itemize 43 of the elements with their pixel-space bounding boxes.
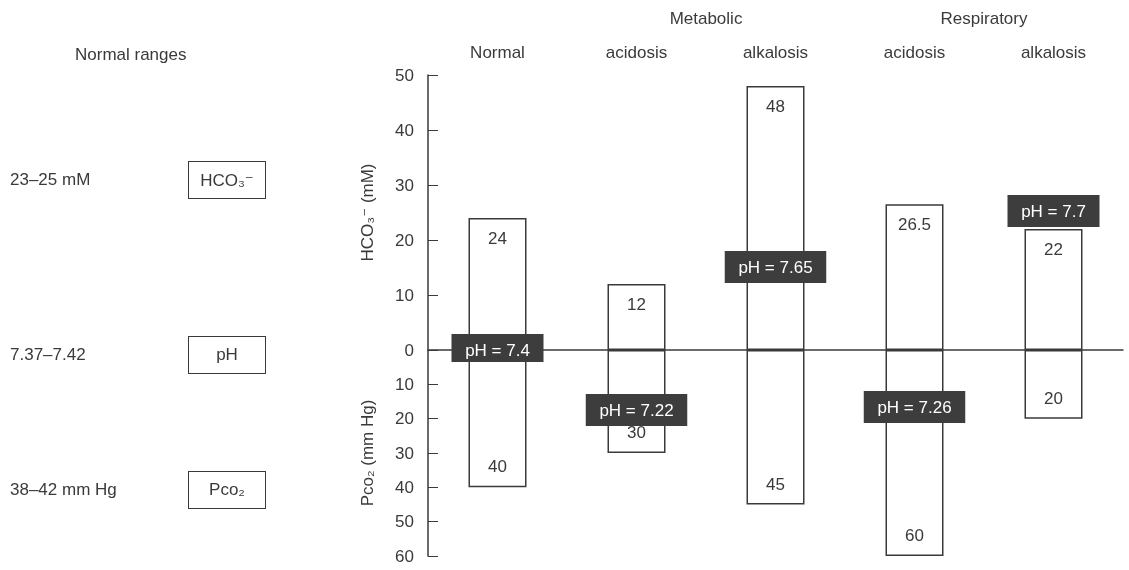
x-tick-label: alkalosis — [1020, 43, 1087, 62]
text: 23–25 mM — [10, 170, 91, 190]
y-tick-label: 50 — [395, 65, 414, 85]
data-label: 30 — [627, 423, 646, 442]
text: 38–42 mm Hg — [10, 480, 117, 500]
annotation: pH = 7.4 — [465, 340, 530, 360]
y-tick-label: 30 — [395, 175, 414, 195]
data-label: 26.5 — [897, 215, 932, 235]
annotation: pH = 7.26 — [877, 397, 952, 417]
x-tick-label: acidosis — [605, 43, 668, 62]
data-label: 60 — [905, 526, 924, 545]
text: Metabolic — [669, 9, 743, 28]
y-tick-label: 0 — [404, 340, 414, 360]
y-tick-label: 10 — [395, 374, 414, 394]
x-tick-label: acidosis — [883, 43, 946, 62]
text: HCO₃⁻ — [188, 161, 266, 199]
x-tick-label: Normal — [470, 43, 525, 62]
text: 7.37–7.42 — [10, 345, 86, 365]
y-tick-label: 40 — [395, 477, 414, 497]
y-tick-label: 20 — [395, 230, 414, 250]
text: Pco₂ — [188, 471, 266, 509]
data-label: 12 — [627, 295, 646, 314]
text: Respiratory — [940, 9, 1028, 28]
x-tick-label: alkalosis — [742, 43, 809, 62]
text: Normal ranges — [75, 45, 187, 65]
y-axis-title: Pco₂ (mm Hg) — [358, 399, 377, 507]
data-label: 24 — [488, 229, 507, 248]
y-tick-label: 50 — [395, 512, 414, 532]
data-label: 40 — [488, 457, 507, 477]
data-label: 45 — [766, 474, 785, 494]
y-tick-label: 60 — [395, 546, 414, 566]
data-label: 22 — [1044, 240, 1063, 259]
data-label: 20 — [1044, 388, 1063, 408]
y-tick-label: 40 — [395, 120, 414, 140]
data-label: 48 — [766, 97, 785, 116]
y-axis-title: HCO₃⁻ (mM) — [358, 163, 377, 262]
y-tick-label: 30 — [395, 443, 414, 463]
annotation: pH = 7.22 — [599, 400, 674, 420]
annotation: pH = 7.65 — [738, 257, 813, 277]
text: pH — [188, 336, 266, 374]
y-tick-label: 20 — [395, 409, 414, 429]
y-tick-label: 10 — [395, 285, 414, 305]
annotation: pH = 7.7 — [1021, 201, 1086, 221]
